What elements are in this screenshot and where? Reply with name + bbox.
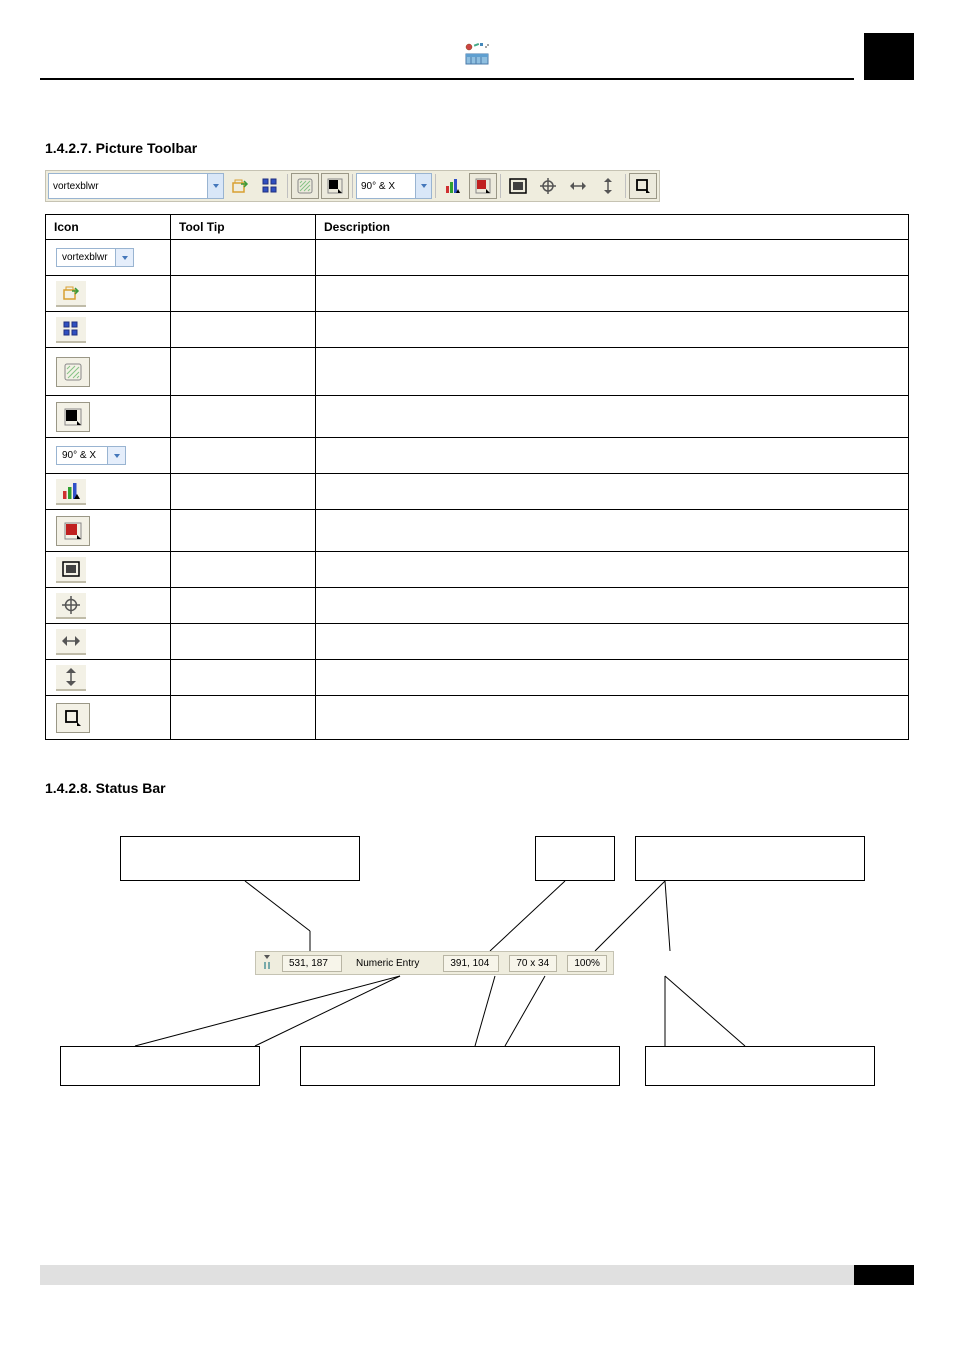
center-icon[interactable]	[534, 173, 562, 199]
document-page: 1.4.2.7. Picture Toolbar vortexblwr	[0, 0, 954, 1350]
table-row	[46, 588, 909, 624]
chevron-down-icon[interactable]	[108, 446, 126, 465]
chevron-down-icon[interactable]	[416, 173, 432, 199]
transparent-color-icon[interactable]	[291, 173, 319, 199]
table-header-description: Description	[316, 215, 909, 240]
picture-toolbar-table: Icon Tool Tip Description vortexblwr	[45, 214, 909, 740]
tone-color-black-icon[interactable]	[56, 402, 90, 432]
status-bar: 531, 187 Numeric Entry 391, 104 70 x 34 …	[255, 951, 614, 975]
table-row	[46, 552, 909, 588]
fit-window-icon[interactable]	[56, 557, 86, 583]
section-heading-picture-toolbar: 1.4.2.7. Picture Toolbar	[45, 140, 909, 156]
fit-window-icon[interactable]	[504, 173, 532, 199]
tone-color-red-icon[interactable]	[469, 173, 497, 199]
table-row: 90° & X	[46, 438, 909, 474]
rotate-flip-field[interactable]: 90° & X	[356, 173, 416, 199]
table-row	[46, 510, 909, 552]
status-zoom: 100%	[567, 955, 607, 972]
status-cursor-pos: 531, 187	[282, 955, 342, 972]
import-picture-icon[interactable]	[226, 173, 254, 199]
crop-icon[interactable]	[56, 703, 90, 733]
select-all-icon[interactable]	[256, 173, 284, 199]
tone-color-red-icon[interactable]	[56, 516, 90, 546]
status-object-type: Numeric Entry	[352, 958, 433, 969]
chevron-down-icon[interactable]	[116, 248, 134, 267]
color-bars-icon[interactable]	[56, 479, 86, 505]
table-row: vortexblwr	[46, 240, 909, 276]
tone-color-black-icon[interactable]	[321, 173, 349, 199]
picture-name-field[interactable]: vortexblwr	[48, 173, 208, 199]
status-bar-diagram: 531, 187 Numeric Entry 391, 104 70 x 34 …	[45, 836, 909, 1096]
header-corner-block	[864, 33, 914, 80]
section-heading-status-bar: 1.4.2.8. Status Bar	[45, 780, 909, 796]
status-object-pos: 391, 104	[443, 955, 499, 972]
table-row	[46, 660, 909, 696]
footer-black-box	[854, 1265, 914, 1285]
flip-horizontal-icon[interactable]	[56, 629, 86, 655]
statusbar-expand-icon[interactable]	[262, 953, 272, 974]
app-logo-icon	[463, 42, 491, 69]
table-row	[46, 396, 909, 438]
rotate-flip-combo[interactable]: 90° & X	[356, 173, 432, 199]
crop-icon[interactable]	[629, 173, 657, 199]
import-picture-icon[interactable]	[56, 281, 86, 307]
color-bars-icon[interactable]	[439, 173, 467, 199]
status-object-size: 70 x 34	[509, 955, 557, 972]
center-icon[interactable]	[56, 593, 86, 619]
picture-name-combo[interactable]: vortexblwr	[48, 173, 224, 199]
table-row	[46, 474, 909, 510]
select-all-icon[interactable]	[56, 317, 86, 343]
table-row	[46, 312, 909, 348]
header-rule	[40, 78, 854, 80]
footer-grey-bar	[40, 1265, 854, 1285]
table-row	[46, 348, 909, 396]
transparent-color-icon[interactable]	[56, 357, 90, 387]
picture-toolbar: vortexblwr 90° & X	[45, 170, 660, 202]
table-header-tooltip: Tool Tip	[171, 215, 316, 240]
table-header-icon: Icon	[46, 215, 171, 240]
table-row	[46, 276, 909, 312]
rotate-flip-combo-cell[interactable]: 90° & X	[56, 446, 126, 465]
table-row	[46, 696, 909, 740]
chevron-down-icon[interactable]	[208, 173, 224, 199]
flip-horizontal-icon[interactable]	[564, 173, 592, 199]
table-row	[46, 624, 909, 660]
picture-name-combo-cell[interactable]: vortexblwr	[56, 248, 134, 267]
flip-vertical-icon[interactable]	[594, 173, 622, 199]
flip-vertical-icon[interactable]	[56, 665, 86, 691]
